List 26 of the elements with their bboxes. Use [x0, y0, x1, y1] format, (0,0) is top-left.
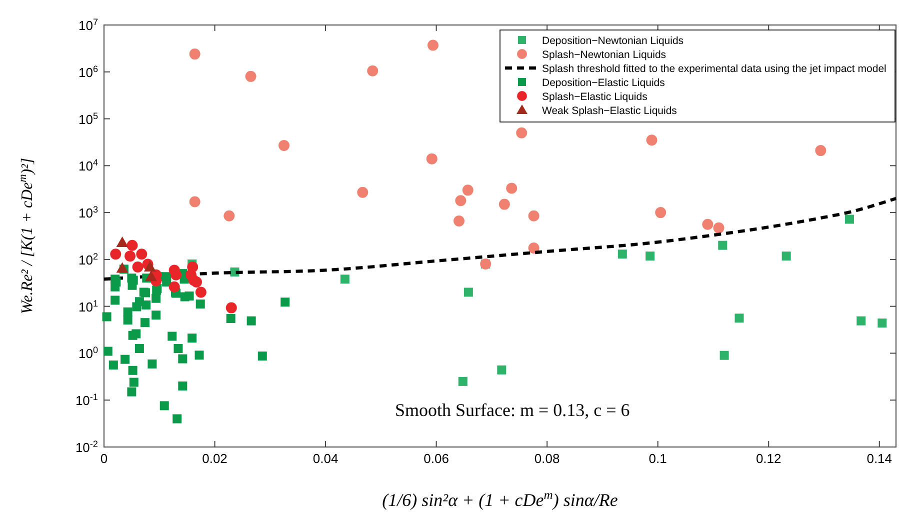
y-tick-label: 10$^{7}$ [78, 17, 98, 33]
y-tick-label: 10$^{-2}$ [75, 439, 98, 455]
y-tick-label: 10$^{3}$ [78, 204, 98, 221]
x-tick-label: 0.08 [534, 451, 560, 466]
legend-label: Deposition−Elastic Liquids [542, 77, 665, 89]
legend-label: Splash−Elastic Liquids [542, 91, 648, 103]
y-tick-label: 10$^{5}$ [78, 110, 98, 127]
x-axis-title: (1/6) sin²α + (1 + cDe$^{m}$) sinα/Re [382, 488, 618, 510]
y-tick-label: 10$^{1}$ [78, 298, 98, 314]
x-tick-label: 0.1 [648, 451, 667, 466]
x-tick-label: 0.02 [202, 451, 228, 466]
annotation: Smooth Surface: m = 0.13, c = 6 [395, 400, 630, 420]
y-tick-label: 10$^{2}$ [78, 251, 98, 268]
x-tick-label: 0.12 [756, 451, 782, 466]
y-tick-label: 10$^{6}$ [78, 64, 98, 80]
x-tick-label: 0.06 [424, 451, 449, 466]
legend-label: Splash threshold fitted to the experimental data using the jet impact model [542, 63, 886, 75]
x-tick-label: 0.14 [866, 451, 892, 466]
x-tick-label: 0.04 [312, 451, 338, 466]
legend-label: Deposition−Newtonian Liquids [542, 35, 684, 47]
y-tick-label: 10$^{0}$ [78, 345, 98, 362]
y-tick-label: 10$^{-1}$ [75, 392, 98, 408]
legend-label: Weak Splash−Elastic Liquids [542, 105, 677, 117]
y-tick-label: 10$^{4}$ [78, 158, 98, 174]
legend-label: Splash−Newtonian Liquids [542, 49, 666, 61]
x-tick-label: 0 [100, 451, 108, 466]
